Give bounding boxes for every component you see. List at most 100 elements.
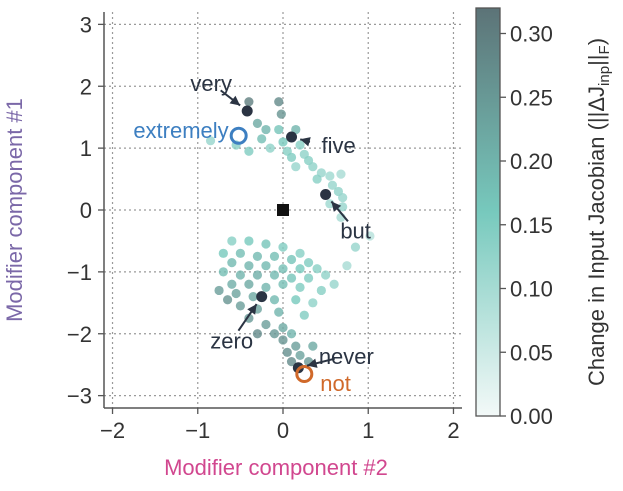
data-point xyxy=(244,236,254,246)
data-point xyxy=(227,236,237,246)
data-point xyxy=(278,137,288,147)
colorbar-tick-label: 0.30 xyxy=(510,22,553,47)
data-point xyxy=(205,136,216,146)
y-tick-label: 3 xyxy=(80,12,92,37)
data-point xyxy=(261,239,271,249)
colorbar: 0.00 0.05 0.10 0.15 0.20 0.25 0.30 Change in I… xyxy=(475,7,613,429)
data-point xyxy=(235,270,245,280)
data-point xyxy=(316,285,326,296)
annotation-arrowhead-very xyxy=(229,95,241,106)
annotation-arrowhead-five xyxy=(300,137,311,147)
word-markers xyxy=(229,105,332,383)
data-point xyxy=(218,267,228,277)
colorbar-tick-label: 0.10 xyxy=(510,277,553,302)
data-points xyxy=(205,97,375,367)
word-marker-five xyxy=(286,131,298,143)
annotation-arrowhead-zero xyxy=(247,304,257,315)
data-point xyxy=(329,279,339,289)
data-point xyxy=(274,307,284,317)
data-point xyxy=(252,270,263,280)
word-marker-extremely xyxy=(229,126,248,145)
data-point xyxy=(252,118,263,128)
word-marker-very xyxy=(241,105,253,117)
data-point xyxy=(227,279,237,289)
data-point xyxy=(244,97,254,107)
word-label-five: five xyxy=(322,133,356,158)
data-point xyxy=(222,295,233,305)
data-point xyxy=(350,242,361,252)
data-point xyxy=(218,248,228,258)
data-point xyxy=(261,261,271,271)
data-point xyxy=(303,273,314,283)
data-point xyxy=(274,97,284,107)
annotation-arrowhead-never xyxy=(307,358,318,368)
data-point xyxy=(278,322,288,333)
word-label-never: never xyxy=(319,344,374,369)
word-label-extremely: extremely xyxy=(133,118,228,143)
y-tick-label: −1 xyxy=(67,260,92,285)
colorbar-tick-label: 0.00 xyxy=(510,404,553,429)
colorbar-gradient xyxy=(475,7,501,417)
data-point xyxy=(295,350,305,361)
data-point xyxy=(276,109,286,119)
data-point xyxy=(338,202,348,212)
data-point xyxy=(257,134,267,144)
x-tick-label: 1 xyxy=(362,418,374,443)
data-point xyxy=(286,273,297,283)
data-point xyxy=(278,242,288,252)
word-marker-zero xyxy=(256,291,268,303)
word-label-very: very xyxy=(190,71,232,96)
data-point xyxy=(235,248,245,258)
data-point xyxy=(244,313,254,323)
data-point xyxy=(278,279,288,289)
data-point xyxy=(244,261,254,271)
data-point xyxy=(286,329,297,339)
data-point xyxy=(338,193,348,203)
data-point xyxy=(227,257,237,268)
data-point xyxy=(325,171,335,181)
data-point xyxy=(282,347,292,357)
data-point xyxy=(295,140,305,150)
data-point xyxy=(278,264,288,274)
x-tick-label: −1 xyxy=(185,418,210,443)
data-point xyxy=(286,356,297,367)
data-point xyxy=(261,319,271,330)
data-point xyxy=(291,295,301,305)
data-point xyxy=(214,285,224,296)
colorbar-title: Change in Input Jacobian (||ΔJinp||F) xyxy=(584,38,613,386)
data-point xyxy=(286,152,297,163)
colorbar-tick-label: 0.05 xyxy=(510,340,553,365)
data-point xyxy=(265,143,275,153)
word-label-but: but xyxy=(340,219,371,244)
data-point xyxy=(252,329,263,339)
y-tick-label: 1 xyxy=(80,136,92,161)
x-tick-label: 2 xyxy=(447,418,459,443)
data-point xyxy=(336,169,346,179)
data-point xyxy=(269,329,280,339)
x-axis-title: Modifier component #2 xyxy=(164,455,388,480)
origin-marker xyxy=(277,204,289,216)
colorbar-tick-label: 0.15 xyxy=(510,213,553,238)
data-point xyxy=(278,335,288,345)
colorbar-ticks: 0.00 0.05 0.10 0.15 0.20 0.25 0.30 xyxy=(500,22,553,429)
colorbar-tick-label: 0.20 xyxy=(510,149,553,174)
data-point xyxy=(303,257,314,268)
data-point xyxy=(248,292,258,302)
data-point xyxy=(295,282,305,292)
y-tick-label: −3 xyxy=(67,384,92,409)
colorbar-tick-label: 0.25 xyxy=(510,85,553,110)
data-point xyxy=(327,180,338,190)
data-point xyxy=(321,270,331,280)
data-point xyxy=(269,251,280,262)
axis-ticks: −2 −1 0 1 2 −3 −2 −1 0 1 2 3 xyxy=(67,12,460,443)
y-tick-label: −2 xyxy=(67,322,92,347)
y-tick-label: 2 xyxy=(80,74,92,99)
x-tick-label: 0 xyxy=(277,418,289,443)
data-point xyxy=(286,254,297,265)
data-point xyxy=(295,264,305,274)
x-tick-label: −2 xyxy=(100,418,125,443)
word-label-zero: zero xyxy=(210,329,253,354)
data-point xyxy=(308,298,318,308)
